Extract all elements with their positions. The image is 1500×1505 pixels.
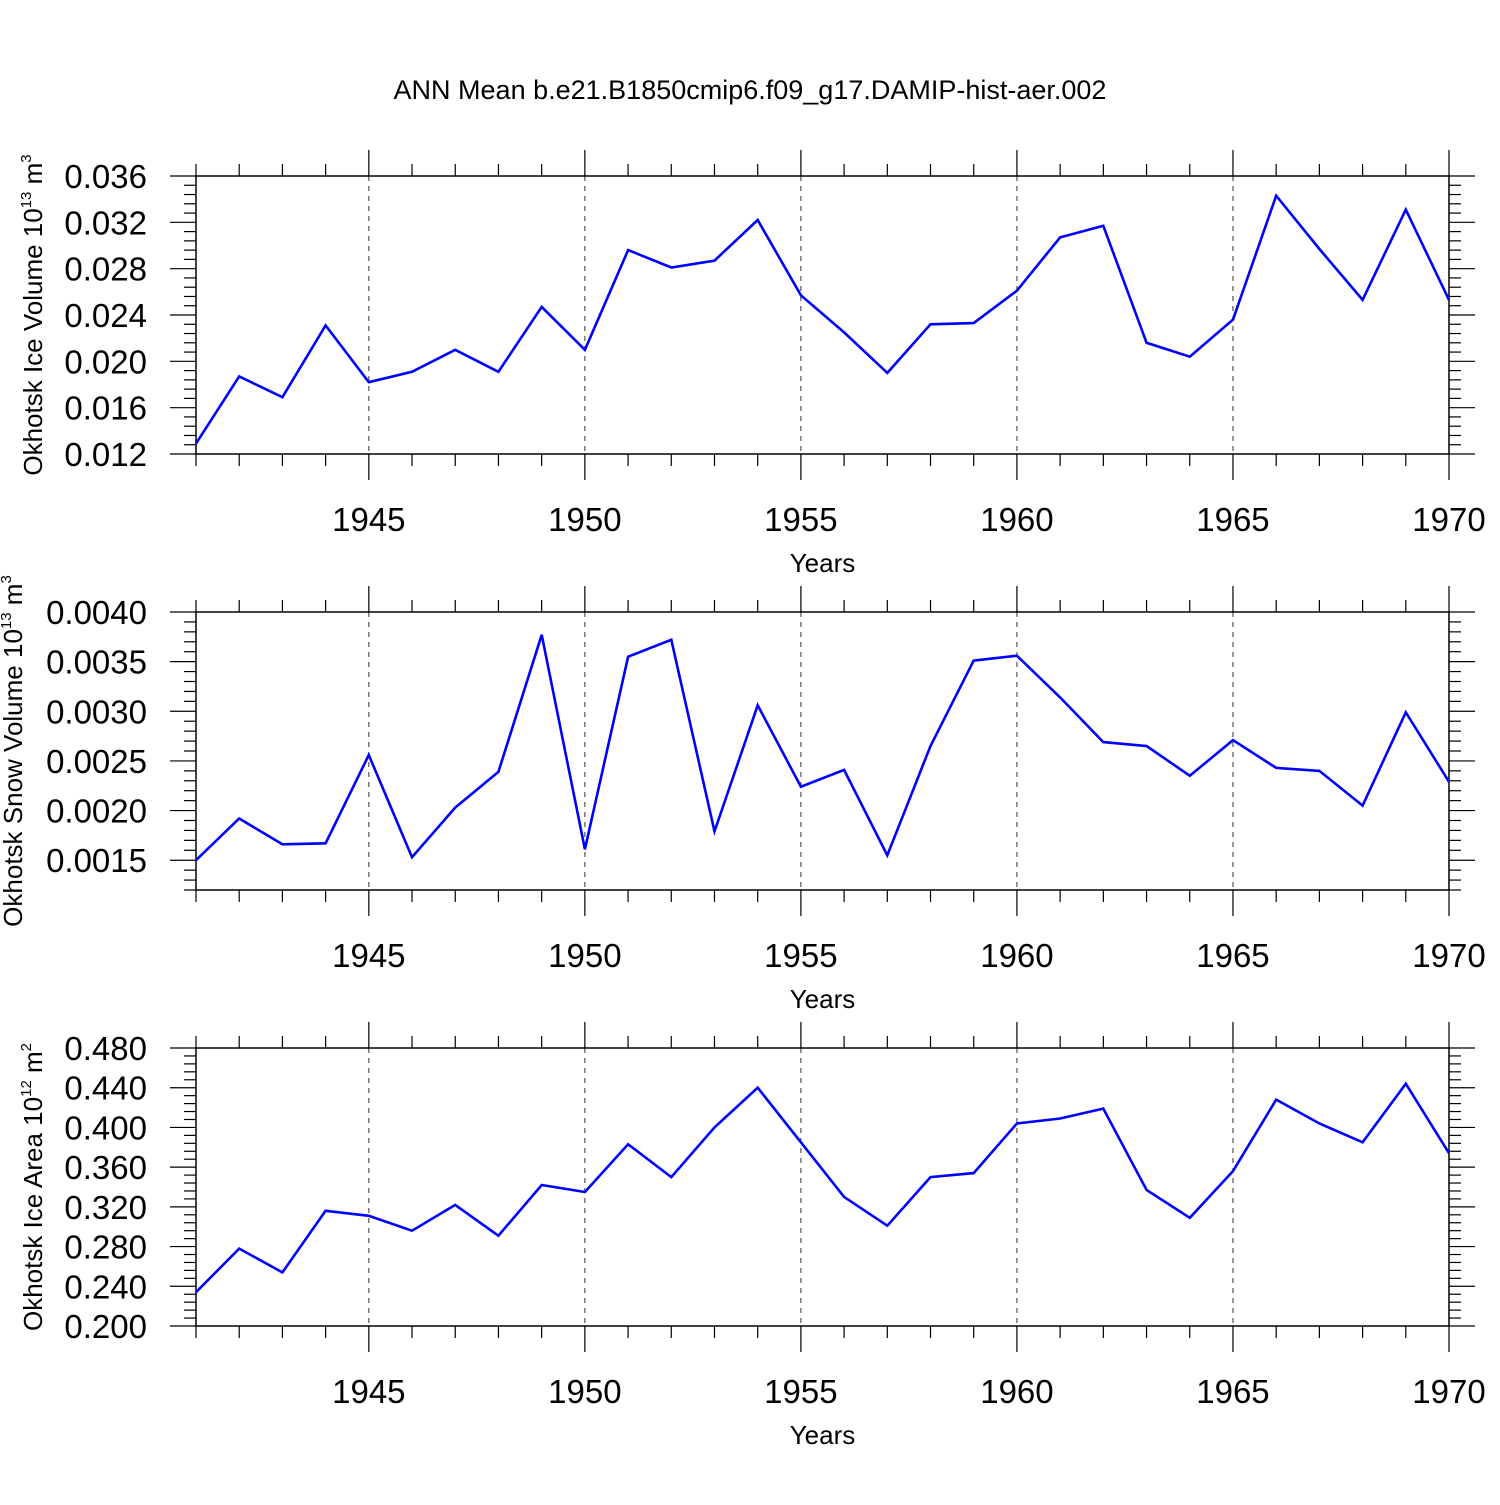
- y-tick-label: 0.240: [64, 1268, 147, 1305]
- x-tick-label: 1945: [332, 937, 405, 974]
- y-tick-label: 0.0025: [46, 743, 147, 780]
- y-tick-label: 0.020: [64, 343, 147, 380]
- x-tick-label: 1955: [764, 1373, 837, 1410]
- chart-title: ANN Mean b.e21.B1850cmip6.f09_g17.DAMIP-…: [394, 75, 1107, 105]
- x-tick-label: 1950: [548, 937, 621, 974]
- plot-frame: [196, 612, 1449, 890]
- x-tick-label: 1960: [980, 937, 1053, 974]
- y-axis-title: Okhotsk Snow Volume 1013 m3: [0, 575, 28, 927]
- x-tick-label: 1955: [764, 501, 837, 538]
- x-tick-label: 1950: [548, 501, 621, 538]
- x-tick-label: 1970: [1412, 937, 1485, 974]
- x-tick-label: 1970: [1412, 1373, 1485, 1410]
- x-tick-label: 1965: [1196, 1373, 1269, 1410]
- y-tick-label: 0.0020: [46, 793, 147, 830]
- chart-panel-1: 0.012 0.016 0.020 0.024 0.028 0.032 0.036 1945 1…: [18, 150, 1486, 578]
- chart-panel-2: 0.0015 0.0020 0.0025 0.0030 0.0035 0.0040 1945…: [0, 575, 1486, 1014]
- y-tick-label: 0.028: [64, 251, 147, 288]
- y-tick-label: 0.280: [64, 1229, 147, 1266]
- y-axis-title: Okhotsk Ice Area 1012 m2: [18, 1043, 48, 1331]
- x-tick-label: 1945: [332, 501, 405, 538]
- x-tick-label: 1950: [548, 1373, 621, 1410]
- x-axis-title: Years: [790, 548, 856, 578]
- x-tick-label: 1960: [980, 1373, 1053, 1410]
- y-tick-label: 0.012: [64, 436, 147, 473]
- series-line-2: [196, 635, 1449, 860]
- x-tick-label: 1960: [980, 501, 1053, 538]
- x-tick-label: 1955: [764, 937, 837, 974]
- y-tick-label: 0.0015: [46, 842, 147, 879]
- y-tick-label: 0.200: [64, 1308, 147, 1345]
- x-axis-title: Years: [790, 984, 856, 1014]
- y-tick-label: 0.032: [64, 204, 147, 241]
- series-line-1: [196, 196, 1449, 444]
- chart-panel-3: 0.2000.2400.2800.3200.3600.4000.4400.480…: [18, 1022, 1486, 1450]
- y-tick-label: 0.400: [64, 1109, 147, 1146]
- y-tick-label: 0.016: [64, 390, 147, 427]
- plot-frame: [196, 1048, 1449, 1326]
- y-tick-label: 0.360: [64, 1149, 147, 1186]
- y-tick-label: 0.0030: [46, 693, 147, 730]
- x-tick-label: 1970: [1412, 501, 1485, 538]
- y-tick-label: 0.024: [64, 297, 147, 334]
- y-tick-label: 0.0035: [46, 644, 147, 681]
- series-line-3: [196, 1084, 1449, 1293]
- x-tick-label: 1965: [1196, 501, 1269, 538]
- x-tick-label: 1965: [1196, 937, 1269, 974]
- y-axis-title: Okhotsk Ice Volume 1013 m3: [18, 154, 48, 475]
- y-tick-label: 0.480: [64, 1030, 147, 1067]
- y-tick-label: 0.320: [64, 1189, 147, 1226]
- y-tick-label: 0.440: [64, 1070, 147, 1107]
- y-tick-label: 0.036: [64, 158, 147, 195]
- x-axis-title: Years: [790, 1420, 856, 1450]
- x-tick-label: 1945: [332, 1373, 405, 1410]
- y-tick-label: 0.0040: [46, 594, 147, 631]
